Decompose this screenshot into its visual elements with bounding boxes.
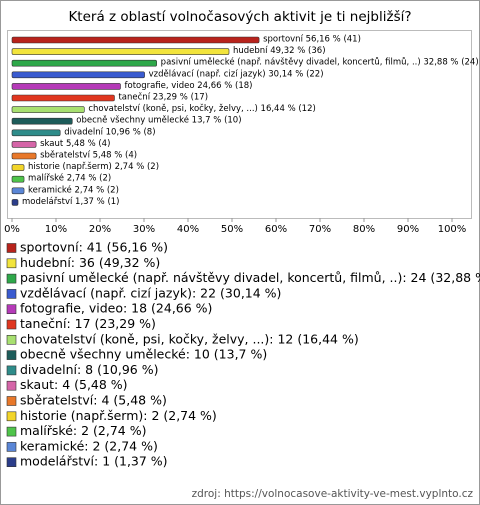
legend-label: modelářství: 1 (1,37 %) xyxy=(20,454,168,469)
value-label: modelářství 1,37 % (1) xyxy=(22,197,119,207)
legend-label: skaut: 4 (5,48 %) xyxy=(20,377,128,392)
bar xyxy=(11,129,61,137)
legend-swatch xyxy=(6,243,17,253)
legend-label: vzdělávací (např. cizí jazyk): 22 (30,14… xyxy=(20,285,281,300)
legend-label: fotografie, video: 18 (24,66 %) xyxy=(20,301,212,316)
bar xyxy=(11,152,37,160)
x-tick-label: 80% xyxy=(353,224,375,235)
legend-swatch xyxy=(6,350,17,360)
legend-swatch xyxy=(6,442,17,452)
x-tick-label: 90% xyxy=(397,224,419,235)
legend-label: hudební: 36 (49,32 %) xyxy=(20,255,160,270)
bar xyxy=(11,59,157,67)
legend-label: divadelní: 8 (10,96 %) xyxy=(20,362,158,377)
bar xyxy=(11,141,37,148)
x-tick-label: 30% xyxy=(133,224,155,235)
legend-label: malířské: 2 (2,74 %) xyxy=(20,423,146,438)
legend-swatch xyxy=(6,304,17,315)
value-label: vzdělávací (např. cizí jazyk) 30,14 % (2… xyxy=(149,69,324,79)
value-label: fotografie, video 24,66 % (18) xyxy=(125,81,253,91)
legend-label: pasivní umělecké (např. návštěvy divadel… xyxy=(20,270,480,285)
x-tick-label: 60% xyxy=(265,224,287,235)
legend-swatch xyxy=(6,380,17,391)
bar xyxy=(11,36,260,44)
x-tick-label: 50% xyxy=(221,224,243,235)
legend-label: sběratelství: 4 (5,48 %) xyxy=(20,393,167,408)
legend-label: taneční: 17 (23,29 %) xyxy=(20,316,156,331)
value-label: sběratelství 5,48 % (4) xyxy=(40,151,137,161)
value-label: taneční 23,29 % (17) xyxy=(118,92,208,103)
x-tick-label: 0% xyxy=(4,224,20,235)
legend-swatch xyxy=(6,334,17,345)
legend-swatch xyxy=(6,457,17,468)
legend-swatch xyxy=(6,258,17,269)
x-tick-label: 70% xyxy=(309,224,331,235)
legend-label: chovatelství (koně, psi, kočky, želvy, .… xyxy=(20,331,359,346)
bar xyxy=(11,94,115,102)
legend-swatch xyxy=(6,396,17,406)
legend-label: keramické: 2 (2,74 %) xyxy=(20,438,158,453)
bar xyxy=(11,71,145,79)
bar xyxy=(11,175,25,183)
legend-label: sportovní: 41 (56,16 %) xyxy=(20,240,168,255)
value-label: chovatelství (koně, psi, kočky, želvy, .… xyxy=(88,103,315,114)
bar xyxy=(11,48,230,55)
bar xyxy=(11,199,19,206)
bar xyxy=(11,187,25,195)
legend-swatch xyxy=(6,411,17,422)
legend-label: historie (např.šerm): 2 (2,74 %) xyxy=(20,408,217,423)
legend-swatch xyxy=(6,426,17,437)
legend-swatch xyxy=(6,319,17,330)
value-label: pasivní umělecké (např. návštěvy divadel… xyxy=(161,57,479,68)
bar xyxy=(11,83,121,90)
value-label: skaut 5,48 % (4) xyxy=(40,139,110,149)
x-tick-label: 10% xyxy=(45,224,67,235)
plot-frame xyxy=(7,30,472,219)
value-label: historie (např.šerm) 2,74 % (2) xyxy=(28,161,159,172)
x-tick-label: 100% xyxy=(438,224,467,235)
source: zdroj: https://volnocasove-aktivity-ve-m… xyxy=(192,488,474,500)
bar xyxy=(11,117,73,125)
value-label: keramické 2,74 % (2) xyxy=(28,184,119,195)
x-tick-label: 20% xyxy=(89,224,111,235)
value-label: malířské 2,74 % (2) xyxy=(28,173,111,184)
chart-title: Která z oblastí volnočasových aktivit je… xyxy=(68,9,411,25)
legend-swatch xyxy=(6,365,17,376)
value-label: sportovní 56,16 % (41) xyxy=(263,35,361,45)
value-label: hudební 49,32 % (36) xyxy=(233,46,326,56)
value-label: divadelní 10,96 % (8) xyxy=(64,127,155,137)
bar xyxy=(11,106,85,113)
value-label: obecně všechny umělecké 13,7 % (10) xyxy=(76,115,241,126)
legend-label: obecně všechny umělecké: 10 (13,7 %) xyxy=(20,347,267,362)
legend-swatch xyxy=(6,273,17,284)
x-tick-label: 40% xyxy=(177,224,199,235)
legend-swatch xyxy=(6,289,17,299)
bar xyxy=(11,164,25,171)
